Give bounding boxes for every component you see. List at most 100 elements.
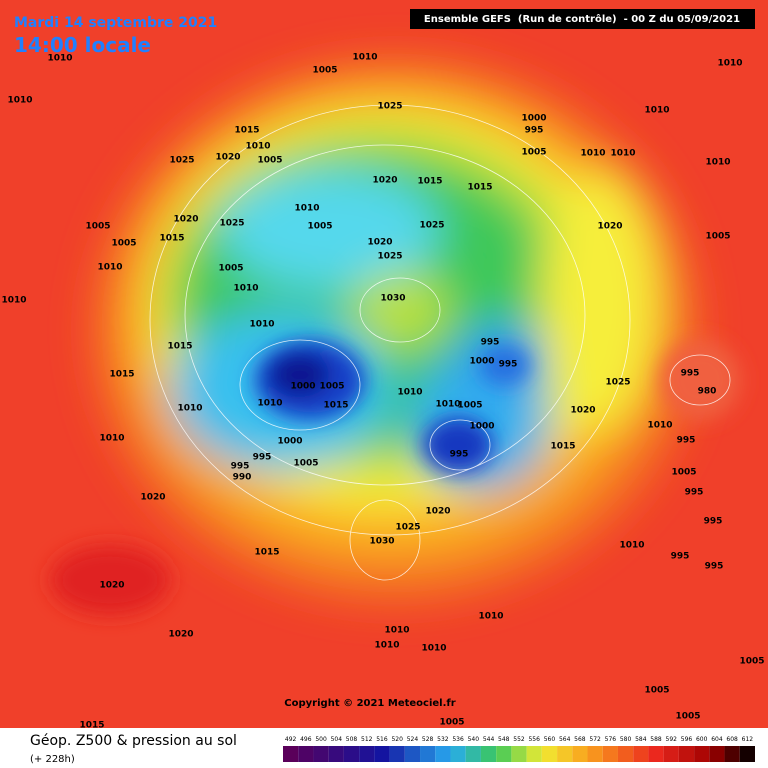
scale-label: 540 xyxy=(468,736,480,743)
scale-cell xyxy=(511,746,527,762)
title-box xyxy=(0,0,210,60)
pressure-label: 1010 xyxy=(647,421,672,431)
pressure-label: 1005 xyxy=(521,148,546,158)
scale-cell xyxy=(435,746,451,762)
pressure-label: 1015 xyxy=(417,177,442,187)
pressure-label: 1010 xyxy=(1,296,26,306)
pressure-label: 1025 xyxy=(219,219,244,229)
pressure-label: 1010 xyxy=(610,149,635,159)
scale-cell xyxy=(298,746,314,762)
pressure-label: 1010 xyxy=(249,320,274,330)
scale-cell xyxy=(633,746,649,762)
time: 14:00 locale xyxy=(14,33,151,57)
pressure-label: 1010 xyxy=(644,106,669,116)
scale-cell xyxy=(283,746,299,762)
scale-cell xyxy=(374,746,390,762)
scale-label: 568 xyxy=(574,736,586,743)
pressure-label: 1010 xyxy=(384,626,409,636)
pressure-label: 1015 xyxy=(323,401,348,411)
run-box xyxy=(410,9,755,29)
scale-label: 584 xyxy=(635,736,647,743)
scale-label: 512 xyxy=(361,736,373,743)
pressure-label: 1020 xyxy=(425,507,450,517)
scale-cell xyxy=(359,746,375,762)
pressure-label: 1005 xyxy=(644,686,669,696)
pressure-label: 1010 xyxy=(294,204,319,214)
pressure-label: 995 xyxy=(681,369,700,379)
scale-label: 504 xyxy=(331,736,343,743)
pressure-label: 995 xyxy=(704,517,723,527)
pressure-label: 1005 xyxy=(85,222,110,232)
scale-label: 600 xyxy=(696,736,708,743)
low-centers xyxy=(50,340,740,615)
scale-label: 528 xyxy=(422,736,434,743)
pressure-label: 1010 xyxy=(374,641,399,651)
pressure-label: 1010 xyxy=(99,434,124,444)
pressure-label: 995 xyxy=(705,562,724,572)
pressure-label: 1005 xyxy=(307,222,332,232)
pressure-label: 1010 xyxy=(619,541,644,551)
pressure-label: 1025 xyxy=(169,156,194,166)
scale-cell xyxy=(496,746,512,762)
pressure-label: 1015 xyxy=(109,370,134,380)
pressure-label: 995 xyxy=(671,552,690,562)
scale-label: 608 xyxy=(726,736,738,743)
pressure-label: 1005 xyxy=(457,401,482,411)
date: Mardi 14 septembre 2021 xyxy=(14,15,217,31)
scale-cell xyxy=(420,746,436,762)
pressure-label: 995 xyxy=(677,436,696,446)
isobars xyxy=(149,104,731,581)
pressure-label: 1030 xyxy=(380,294,405,304)
pressure-label: 995 xyxy=(499,360,518,370)
scale-label: 560 xyxy=(544,736,556,743)
scale-label: 556 xyxy=(528,736,540,743)
pressure-label: 1005 xyxy=(319,382,344,392)
pressure-label: 1025 xyxy=(605,378,630,388)
scale-label: 588 xyxy=(650,736,662,743)
pressure-label: 1010 xyxy=(717,59,742,69)
pressure-label: 1020 xyxy=(168,630,193,640)
scale-cell xyxy=(678,746,695,762)
pressure-label: 1025 xyxy=(377,102,402,112)
scale-label: 544 xyxy=(483,736,495,743)
scale-label: 596 xyxy=(681,736,693,743)
pressure-label: 1020 xyxy=(173,215,198,225)
scale-label: 612 xyxy=(742,736,754,743)
pressure-label: 1000 xyxy=(277,437,302,447)
scale-label: 552 xyxy=(513,736,525,743)
pressure-label: 1020 xyxy=(372,176,397,186)
pressure-label: 1020 xyxy=(597,222,622,232)
pressure-label: 1020 xyxy=(570,406,595,416)
scale-label: 564 xyxy=(559,736,571,743)
scale-cell xyxy=(663,746,679,762)
scale-label: 520 xyxy=(391,736,403,743)
pressure-label: 995 xyxy=(231,462,250,472)
pressure-label: 1005 xyxy=(312,66,337,76)
pressure-label: 1025 xyxy=(395,523,420,533)
scale-label: 580 xyxy=(620,736,632,743)
scale-cell xyxy=(587,746,603,762)
scale-label: 604 xyxy=(711,736,723,743)
pressure-label: 1005 xyxy=(111,239,136,249)
scale-cell xyxy=(557,746,573,762)
pressure-label: 1015 xyxy=(234,126,259,136)
pressure-label: 1000 xyxy=(469,357,494,367)
run-info: Ensemble GEFS (Run de contrôle) - 00 Z d… xyxy=(424,13,740,25)
scale-label: 524 xyxy=(407,736,419,743)
pressure-label: 1000 xyxy=(521,114,546,124)
scale-cell xyxy=(328,746,344,762)
scale-label: 496 xyxy=(300,736,312,743)
pressure-label: 1005 xyxy=(671,468,696,478)
legend-title: Géop. Z500 & pression au sol xyxy=(30,733,237,749)
pressure-label: 990 xyxy=(233,473,252,483)
scale-cell xyxy=(526,746,542,762)
scale-label: 536 xyxy=(452,736,464,743)
scale-cell xyxy=(313,746,329,762)
pressure-label: 1010 xyxy=(7,96,32,106)
pressure-label: 1010 xyxy=(47,54,72,64)
pressure-label: 1010 xyxy=(245,142,270,152)
pressure-label: 1005 xyxy=(257,156,282,166)
scale-cell xyxy=(739,746,755,762)
pressure-label: 1005 xyxy=(739,657,764,667)
pressure-label: 1010 xyxy=(705,158,730,168)
